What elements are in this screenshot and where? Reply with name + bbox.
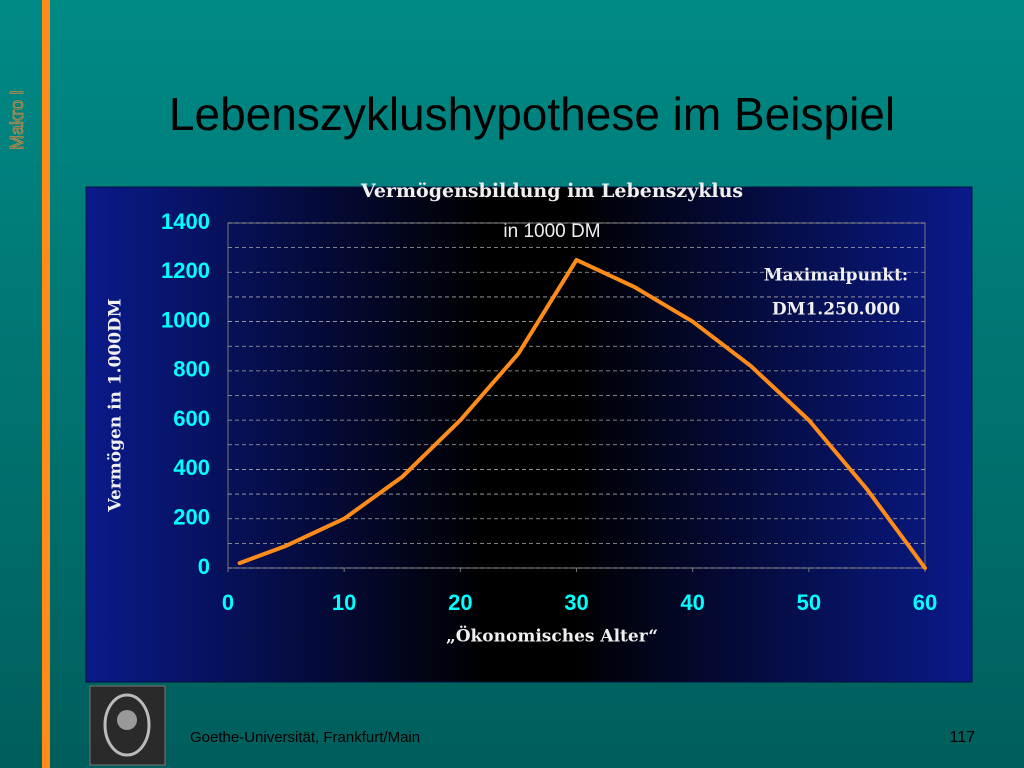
y-tick-label: 400: [173, 455, 210, 480]
annotation: DM1.250.000: [772, 300, 900, 320]
slide-title: Lebenszyklushypothese im Beispiel: [169, 88, 895, 140]
logo: [89, 685, 166, 766]
logo-head: [117, 710, 137, 730]
page-number: 117: [949, 729, 975, 746]
y-tick-label: 800: [173, 357, 210, 382]
x-tick-label: 0: [222, 590, 234, 615]
y-tick-label: 1000: [161, 307, 210, 332]
x-tick-label: 30: [564, 590, 588, 615]
accent-bar: [42, 0, 50, 768]
y-axis-label: Vermögen in 1.000DM: [106, 298, 126, 512]
logo-figure: [103, 693, 151, 757]
chart-title: Vermögensbildung im Lebenszyklus: [360, 180, 743, 202]
y-tick-label: 1400: [161, 209, 210, 234]
chart-subtitle: in 1000 DM: [503, 221, 600, 242]
y-tick-label: 200: [173, 505, 210, 530]
annotation: Maximalpunkt:: [764, 266, 908, 286]
y-tick-label: 600: [173, 406, 210, 431]
side-label: Makro I: [7, 90, 27, 150]
y-tick-label: 1200: [161, 258, 210, 283]
y-tick-label: 0: [198, 554, 210, 579]
chart-frame: [85, 186, 973, 683]
x-tick-label: 40: [680, 590, 704, 615]
x-tick-label: 50: [797, 590, 821, 615]
x-axis-label: „Ökonomisches Alter“: [446, 626, 658, 647]
data-line: [237, 257, 927, 570]
x-tick-label: 10: [332, 590, 356, 615]
x-tick-label: 20: [448, 590, 472, 615]
x-tick-label: 60: [913, 590, 937, 615]
footer: Goethe-Universität, Frankfurt/Main: [190, 729, 420, 746]
